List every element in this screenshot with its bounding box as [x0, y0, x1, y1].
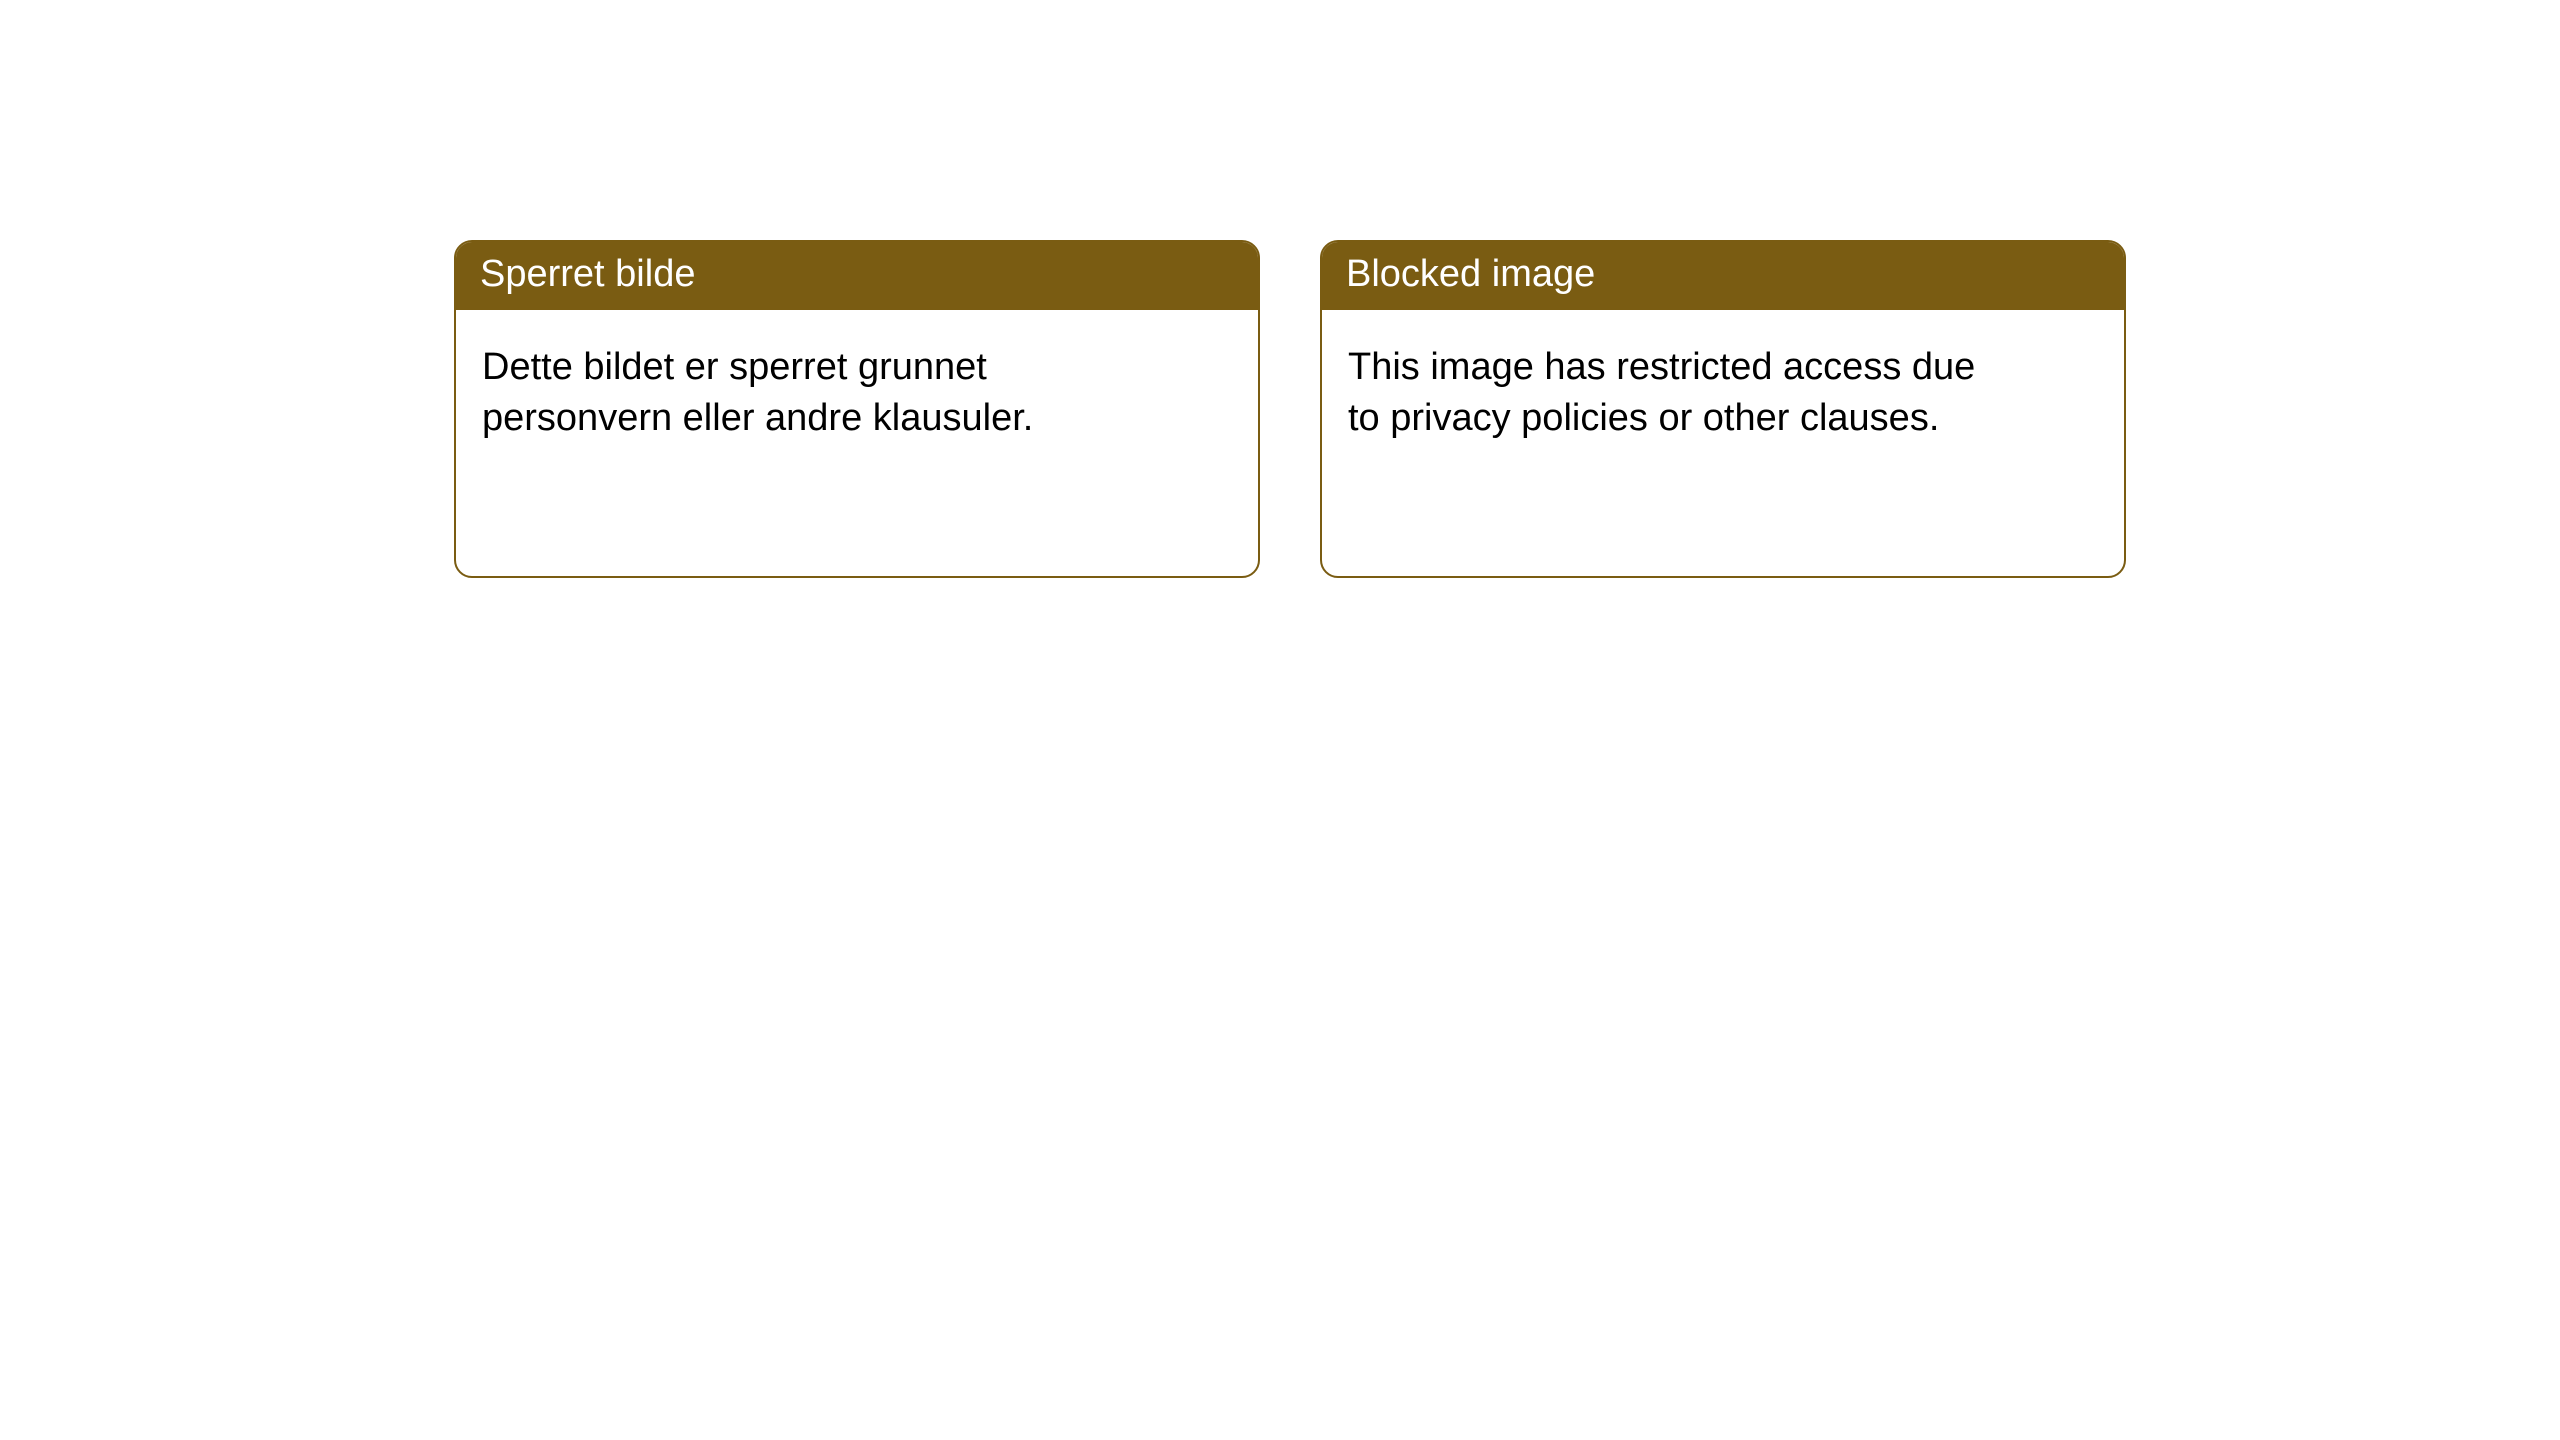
notice-card-norwegian: Sperret bilde Dette bildet er sperret gr… — [454, 240, 1260, 578]
notice-body: This image has restricted access due to … — [1322, 310, 2124, 477]
notice-body-text: This image has restricted access due to … — [1348, 342, 1988, 445]
notice-container: Sperret bilde Dette bildet er sperret gr… — [0, 0, 2560, 578]
notice-title: Blocked image — [1322, 242, 2124, 310]
notice-card-english: Blocked image This image has restricted … — [1320, 240, 2126, 578]
notice-title: Sperret bilde — [456, 242, 1258, 310]
notice-body: Dette bildet er sperret grunnet personve… — [456, 310, 1258, 477]
notice-body-text: Dette bildet er sperret grunnet personve… — [482, 342, 1122, 445]
